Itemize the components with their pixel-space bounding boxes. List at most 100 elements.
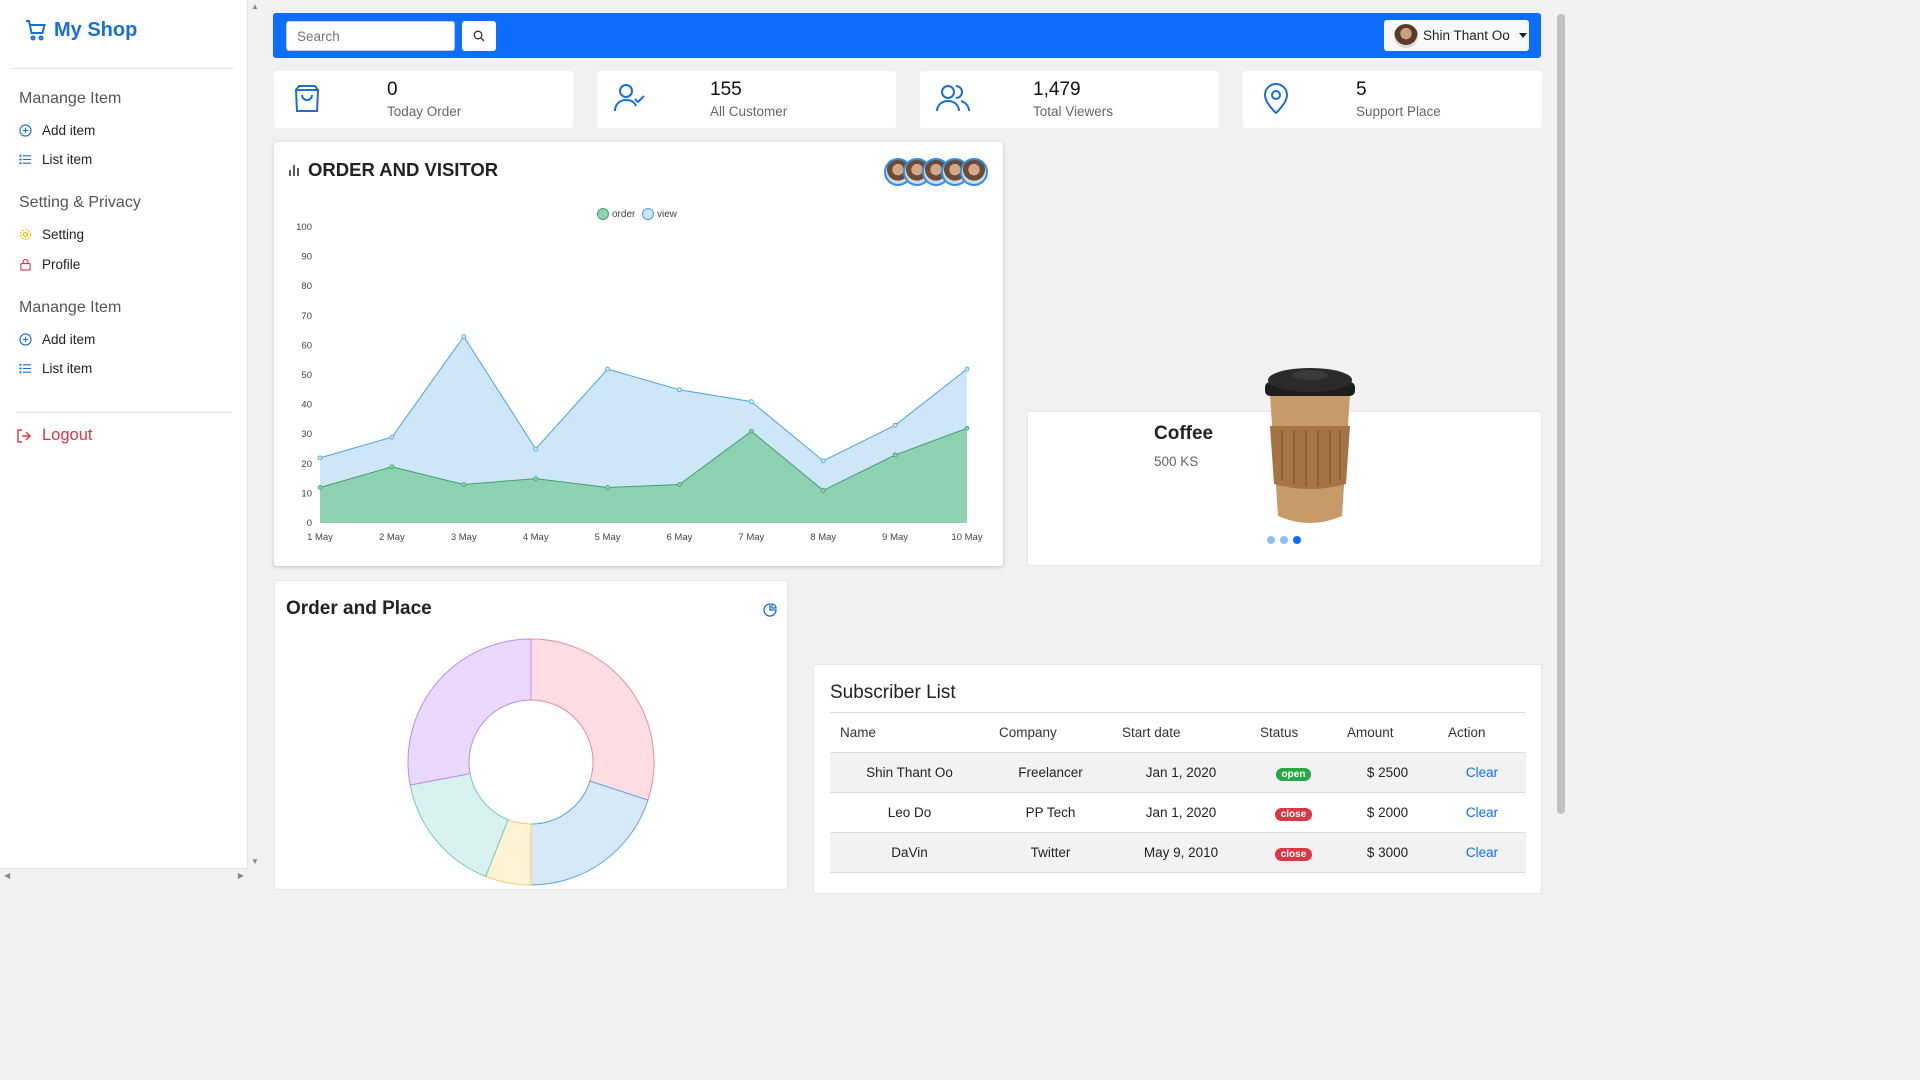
data-point-view bbox=[892, 422, 898, 428]
sidebar-item-add-item[interactable]: Add item bbox=[19, 123, 95, 138]
brand-name: My Shop bbox=[54, 18, 138, 41]
brand-logo[interactable]: My Shop bbox=[24, 18, 137, 42]
chart-title-text: ORDER AND VISITOR bbox=[308, 159, 499, 180]
user-check-icon bbox=[614, 84, 645, 112]
legend-label-view: view bbox=[657, 209, 678, 220]
pie-chart-icon[interactable] bbox=[763, 603, 777, 617]
clear-link[interactable]: Clear bbox=[1465, 845, 1499, 860]
search-button[interactable] bbox=[462, 21, 496, 51]
clear-link[interactable]: Clear bbox=[1465, 805, 1499, 820]
series-area-order bbox=[320, 428, 967, 523]
column-header: Status bbox=[1250, 712, 1337, 753]
carousel-dot-active[interactable] bbox=[1293, 536, 1301, 544]
sidebar-item-add-item[interactable]: Add item bbox=[19, 332, 95, 347]
stat-card-support-place: 5 Support Place bbox=[1243, 71, 1542, 128]
status-badge: close bbox=[1274, 847, 1313, 861]
sidebar-section-title: Setting & Privacy bbox=[19, 194, 141, 211]
sidebar-item-label: List item bbox=[42, 152, 93, 167]
data-point-order bbox=[964, 425, 970, 431]
stat-label: All Customer bbox=[710, 104, 788, 119]
y-tick-label: 70 bbox=[301, 311, 312, 322]
cell-amount: $ 2500 bbox=[1337, 752, 1438, 793]
area-chart: 0 10 20 30 40 50 60 70 80 90 100 1 May 2 May 3 May 4 M… bbox=[296, 208, 983, 543]
data-point-view bbox=[461, 334, 467, 339]
x-tick-label: 2 May bbox=[379, 532, 405, 543]
cell-name: DaVin bbox=[830, 832, 989, 873]
stat-label: Today Order bbox=[387, 104, 462, 119]
y-tick-label: 90 bbox=[301, 252, 312, 263]
data-point-order bbox=[820, 488, 826, 493]
y-tick-label: 40 bbox=[301, 400, 312, 411]
search-input[interactable] bbox=[286, 21, 455, 51]
map-pin-icon bbox=[1263, 83, 1289, 115]
table-header-row: Name Company Start date Status Amount Ac… bbox=[830, 712, 1526, 753]
users-icon bbox=[936, 85, 970, 112]
search-icon bbox=[473, 30, 485, 42]
plus-circle-icon bbox=[19, 333, 32, 346]
list-icon bbox=[19, 362, 32, 375]
stat-value: 5 bbox=[1356, 79, 1367, 100]
stat-value: 1,479 bbox=[1033, 79, 1081, 100]
data-point-view bbox=[964, 366, 970, 372]
bag-icon bbox=[294, 85, 320, 112]
sidebar-item-list-item[interactable]: List item bbox=[19, 152, 92, 167]
cell-amount: $ 2000 bbox=[1337, 792, 1438, 833]
x-tick-label: 3 May bbox=[451, 532, 477, 543]
logout-button[interactable]: Logout bbox=[16, 426, 92, 445]
cell-status: close bbox=[1250, 832, 1337, 873]
status-badge: open bbox=[1275, 767, 1312, 781]
donut-chart bbox=[407, 638, 655, 886]
stat-label: Total Viewers bbox=[1033, 104, 1114, 119]
sidebar-vertical-scrollbar[interactable]: ▲ ▼ bbox=[248, 0, 262, 868]
cell-status: close bbox=[1250, 792, 1337, 833]
scrollbar-thumb[interactable] bbox=[1557, 14, 1565, 814]
sidebar-horizontal-scrollbar[interactable]: ◀ ▶ bbox=[0, 868, 248, 882]
scroll-down-arrow-icon[interactable]: ▼ bbox=[251, 857, 259, 866]
stat-value: 155 bbox=[710, 79, 742, 100]
legend-marker-view bbox=[642, 208, 654, 220]
scroll-left-arrow-icon[interactable]: ◀ bbox=[4, 871, 11, 880]
user-menu-dropdown[interactable]: Shin Thant Oo bbox=[1384, 20, 1529, 51]
scroll-up-arrow-icon[interactable]: ▲ bbox=[251, 2, 259, 11]
data-point-view bbox=[317, 455, 323, 461]
list-icon bbox=[19, 153, 32, 166]
data-point-view bbox=[605, 366, 610, 372]
carousel-dot[interactable] bbox=[1280, 536, 1288, 544]
stat-card-today-order: 0 Today Order bbox=[274, 71, 573, 128]
clear-link[interactable]: Clear bbox=[1465, 765, 1499, 780]
plus-circle-icon bbox=[19, 124, 32, 137]
donut-slice bbox=[407, 638, 532, 786]
sidebar-item-profile[interactable]: Profile bbox=[19, 257, 80, 272]
stat-card-total-viewers: 1,479 Total Viewers bbox=[920, 71, 1219, 128]
y-tick-label: 100 bbox=[296, 222, 312, 233]
sidebar-item-label: Add item bbox=[42, 332, 96, 347]
sidebar-item-list-item[interactable]: List item bbox=[19, 361, 92, 376]
sidebar-item-label: Profile bbox=[42, 257, 81, 272]
column-header: Company bbox=[989, 712, 1112, 753]
top-navbar: Shin Thant Oo bbox=[273, 13, 1541, 58]
avatar[interactable] bbox=[960, 158, 988, 186]
sidebar: My Shop Manange Item Add item List item … bbox=[0, 0, 248, 882]
coffee-cup-image bbox=[1265, 368, 1355, 523]
y-tick-label: 10 bbox=[301, 488, 312, 499]
sidebar-item-label: Add item bbox=[42, 123, 96, 138]
chart-title: ORDER AND VISITOR bbox=[288, 159, 498, 181]
x-tick-label: 8 May bbox=[810, 532, 836, 543]
sidebar-item-setting[interactable]: Setting bbox=[19, 227, 84, 242]
x-tick-label: 4 May bbox=[523, 532, 549, 543]
main-vertical-scrollbar[interactable] bbox=[1554, 0, 1568, 882]
donut-slice bbox=[530, 780, 649, 886]
x-tick-label: 9 May bbox=[882, 532, 908, 543]
table-row: Leo Do PP Tech Jan 1, 2020 close $ 2000 … bbox=[830, 792, 1526, 833]
gear-icon bbox=[19, 228, 32, 241]
product-name: Coffee bbox=[1154, 423, 1214, 444]
scroll-right-arrow-icon[interactable]: ▶ bbox=[237, 871, 244, 880]
user-name: Shin Thant Oo bbox=[1423, 28, 1510, 43]
x-tick-label: 1 May bbox=[307, 532, 333, 543]
table-row: DaVin Twitter May 9, 2010 close $ 3000 C… bbox=[830, 832, 1526, 873]
cell-start-date: Jan 1, 2020 bbox=[1112, 752, 1250, 793]
data-point-order bbox=[677, 482, 682, 487]
carousel-dot[interactable] bbox=[1267, 536, 1275, 544]
y-tick-label: 0 bbox=[307, 518, 312, 529]
y-tick-label: 60 bbox=[301, 340, 312, 351]
